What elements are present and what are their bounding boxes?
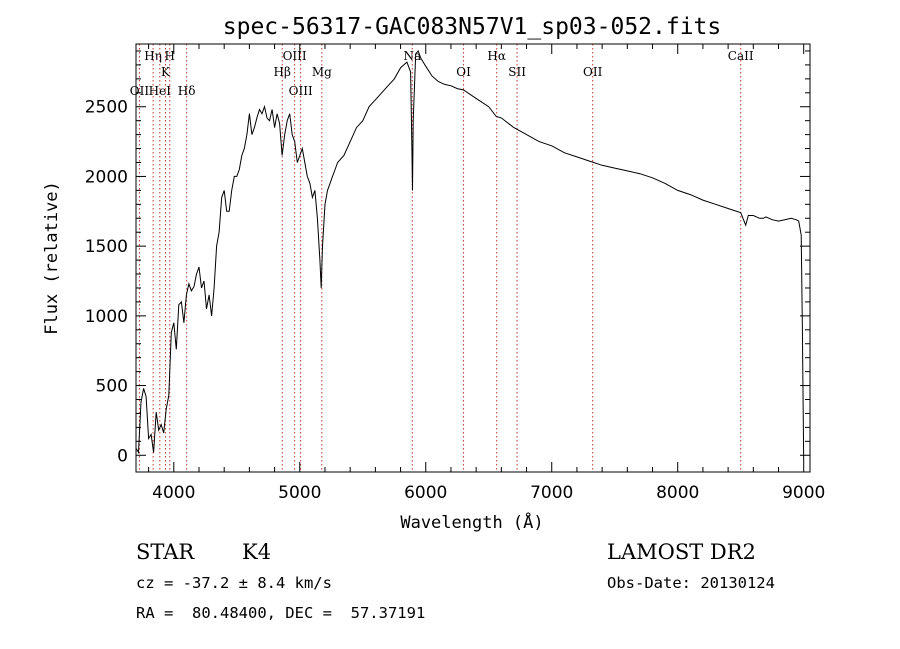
y-axis-label: Flux (relative) bbox=[42, 181, 62, 335]
line-annotation: Hβ bbox=[274, 65, 291, 79]
x-tick-label: 7000 bbox=[530, 483, 573, 503]
y-tick-label: 2500 bbox=[85, 98, 128, 118]
x-tick-label: 4000 bbox=[152, 483, 195, 503]
obs-date: Obs-Date: 20130124 bbox=[607, 574, 775, 592]
x-axis-label: Wavelength (Å) bbox=[400, 511, 543, 533]
line-annotation: H bbox=[165, 49, 175, 63]
survey-name: LAMOST DR2 bbox=[607, 540, 756, 564]
line-annotation: Hα bbox=[487, 49, 506, 63]
line-annotation: OI bbox=[456, 65, 471, 79]
y-tick-label: 500 bbox=[96, 377, 128, 397]
line-annotation: OII bbox=[130, 84, 150, 98]
x-tick-label: 5000 bbox=[278, 483, 321, 503]
line-annotation: OII bbox=[583, 65, 603, 79]
line-annotation: Hδ bbox=[178, 84, 196, 98]
line-annotation: OIII bbox=[289, 84, 313, 98]
y-tick-label: 1000 bbox=[85, 307, 128, 327]
line-annotation: OIII bbox=[283, 49, 307, 63]
line-annotation: Mg bbox=[312, 65, 332, 79]
plot-frame bbox=[135, 43, 811, 473]
line-annotation: SII bbox=[508, 65, 526, 79]
spectrum-line bbox=[135, 50, 805, 463]
y-tick-label: 1500 bbox=[85, 237, 128, 257]
object-class: STAR bbox=[136, 540, 195, 564]
line-markers bbox=[138, 44, 742, 472]
y-tick-label: 0 bbox=[117, 446, 128, 466]
y-tick-label: 2000 bbox=[85, 167, 128, 187]
line-annotation: CaII bbox=[728, 49, 754, 63]
coordinates: RA = 80.48400, DEC = 57.37191 bbox=[136, 604, 426, 622]
y-axis: 0 500 1000 1500 2000 2500 bbox=[85, 50, 810, 466]
x-tick-label: 8000 bbox=[656, 483, 699, 503]
redshift-readout: cz = -37.2 ± 8.4 km/s bbox=[136, 574, 332, 592]
chart-title: spec-56317-GAC083N57V1_sp03-052.fits bbox=[223, 14, 722, 40]
x-tick-label: 9000 bbox=[782, 483, 825, 503]
line-annotation: HeI bbox=[149, 84, 172, 98]
x-axis: 4000 5000 6000 7000 8000 9000 bbox=[148, 44, 825, 503]
line-annotation: Hη bbox=[144, 49, 162, 63]
line-annotation: K bbox=[161, 65, 171, 79]
spectrum-chart: spec-56317-GAC083N57V1_sp03-052.fits OII… bbox=[42, 14, 825, 533]
x-tick-label: 6000 bbox=[404, 483, 447, 503]
object-subclass: K4 bbox=[242, 540, 272, 564]
